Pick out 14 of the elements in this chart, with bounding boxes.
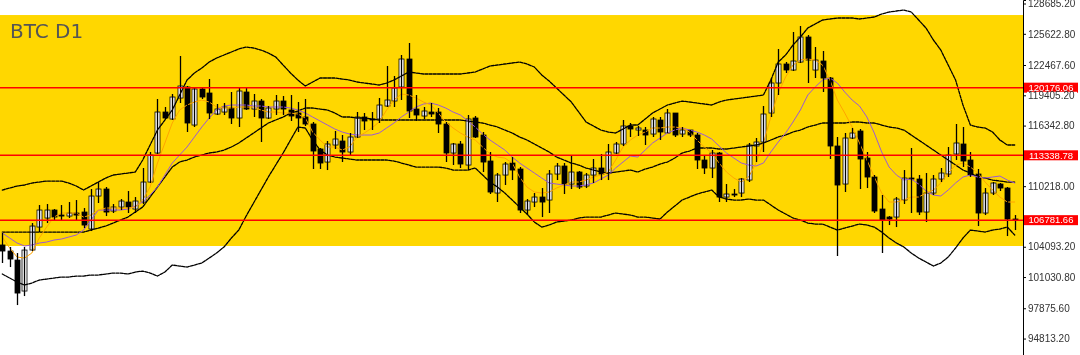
y-tick-label: 94813.20 xyxy=(1028,333,1071,345)
ref-line-label: 106781.66 xyxy=(1028,214,1074,226)
y-tick-label: 110218.00 xyxy=(1028,180,1075,192)
y-tick-label: 119405.20 xyxy=(1028,90,1075,101)
ref-line-label: 120176.06 xyxy=(1028,82,1074,93)
y-tick-label: 125622.80 xyxy=(1028,28,1076,40)
y-tick-label: 97875.60 xyxy=(1028,302,1071,314)
text: BTC D1 xyxy=(10,19,84,43)
y-tick-label: 122467.60 xyxy=(1028,59,1076,71)
y-tick-label: 116342.80 xyxy=(1028,120,1075,132)
y-tick-label: 104093.20 xyxy=(1028,241,1076,253)
y-tick-label: 128685.20 xyxy=(1028,0,1076,10)
ref-line-label: 113338.78 xyxy=(1028,149,1074,161)
y-tick-label: 101030.80 xyxy=(1028,271,1076,283)
